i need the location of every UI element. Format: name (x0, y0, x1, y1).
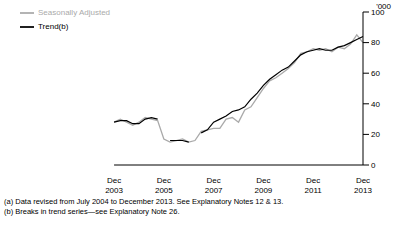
svg-text:0: 0 (371, 161, 376, 170)
svg-text:Dec2009: Dec2009 (255, 176, 273, 195)
svg-text:Dec2011: Dec2011 (305, 176, 323, 195)
svg-text:Dec2003: Dec2003 (105, 176, 123, 195)
html-text:(b) Breaks in trend series—see: (b) Breaks in trend series—see Explanato… (4, 207, 180, 216)
svg-text:Dec2005: Dec2005 (155, 176, 173, 195)
svg-text:20: 20 (371, 130, 380, 139)
html-text:'000: '000 (376, 2, 391, 11)
html-text:Seasonally Adjusted: Seasonally Adjusted (38, 8, 111, 18)
svg-text:60: 60 (371, 69, 380, 78)
svg-text:100: 100 (371, 8, 385, 17)
html-text:(a) Data revised from July 200: (a) Data revised from July 2004 to Decem… (4, 197, 284, 206)
svg-text:Dec2013: Dec2013 (354, 176, 372, 195)
svg-text:40: 40 (371, 100, 380, 109)
svg-text:80: 80 (371, 38, 380, 47)
svg-text:Dec2007: Dec2007 (205, 176, 223, 195)
html-text:Trend(b): Trend(b) (38, 22, 69, 32)
